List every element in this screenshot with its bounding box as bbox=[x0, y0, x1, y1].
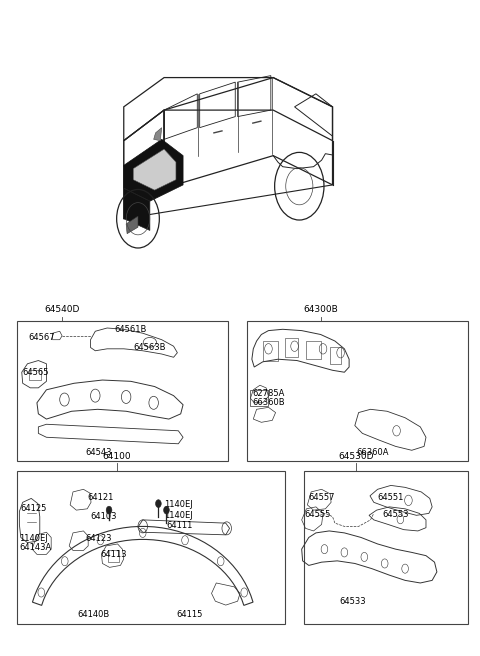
Bar bbox=[29, 370, 41, 380]
Bar bbox=[285, 338, 299, 358]
Text: 64113: 64113 bbox=[100, 550, 127, 559]
Polygon shape bbox=[126, 216, 138, 234]
Polygon shape bbox=[133, 149, 176, 190]
Text: 64561B: 64561B bbox=[114, 325, 147, 334]
Text: 64115: 64115 bbox=[176, 609, 203, 619]
Text: 64533: 64533 bbox=[340, 597, 366, 605]
Text: 64100: 64100 bbox=[102, 452, 131, 461]
Text: 66360B: 66360B bbox=[253, 398, 286, 407]
Text: 64143A: 64143A bbox=[19, 543, 52, 552]
Text: 64123: 64123 bbox=[86, 533, 112, 543]
Circle shape bbox=[164, 506, 169, 514]
Text: 64563B: 64563B bbox=[133, 343, 166, 352]
Text: 1140EJ: 1140EJ bbox=[164, 501, 193, 510]
Bar bbox=[306, 341, 321, 359]
Text: 64125: 64125 bbox=[21, 504, 47, 514]
Polygon shape bbox=[154, 128, 162, 140]
Text: 64555: 64555 bbox=[304, 510, 330, 519]
Bar bbox=[108, 550, 119, 562]
Circle shape bbox=[106, 506, 112, 514]
Bar bbox=[17, 321, 228, 461]
Polygon shape bbox=[124, 188, 150, 230]
Text: 1140EJ: 1140EJ bbox=[19, 533, 48, 543]
Bar bbox=[251, 390, 268, 406]
Text: 64553: 64553 bbox=[383, 510, 409, 519]
Text: 66360A: 66360A bbox=[356, 449, 389, 457]
Text: 64567: 64567 bbox=[29, 333, 56, 342]
Text: 1140EJ: 1140EJ bbox=[164, 511, 193, 520]
Bar bbox=[247, 321, 468, 461]
Bar bbox=[304, 471, 468, 624]
Text: 64565: 64565 bbox=[23, 368, 49, 377]
Text: 64121: 64121 bbox=[87, 493, 114, 502]
Text: 64140B: 64140B bbox=[78, 609, 110, 619]
Text: 64530D: 64530D bbox=[338, 452, 374, 461]
Bar bbox=[17, 471, 285, 624]
Bar bbox=[263, 341, 278, 361]
Circle shape bbox=[156, 500, 161, 508]
Text: 64540D: 64540D bbox=[44, 305, 80, 314]
Bar bbox=[330, 347, 341, 364]
Text: 62785A: 62785A bbox=[253, 388, 285, 398]
Text: 64111: 64111 bbox=[167, 521, 193, 529]
Text: 64543: 64543 bbox=[86, 449, 112, 457]
Text: 64557: 64557 bbox=[309, 493, 336, 502]
Text: 64551: 64551 bbox=[378, 493, 404, 502]
Text: 64103: 64103 bbox=[91, 512, 117, 521]
Text: 64300B: 64300B bbox=[303, 305, 338, 314]
Polygon shape bbox=[124, 139, 183, 201]
